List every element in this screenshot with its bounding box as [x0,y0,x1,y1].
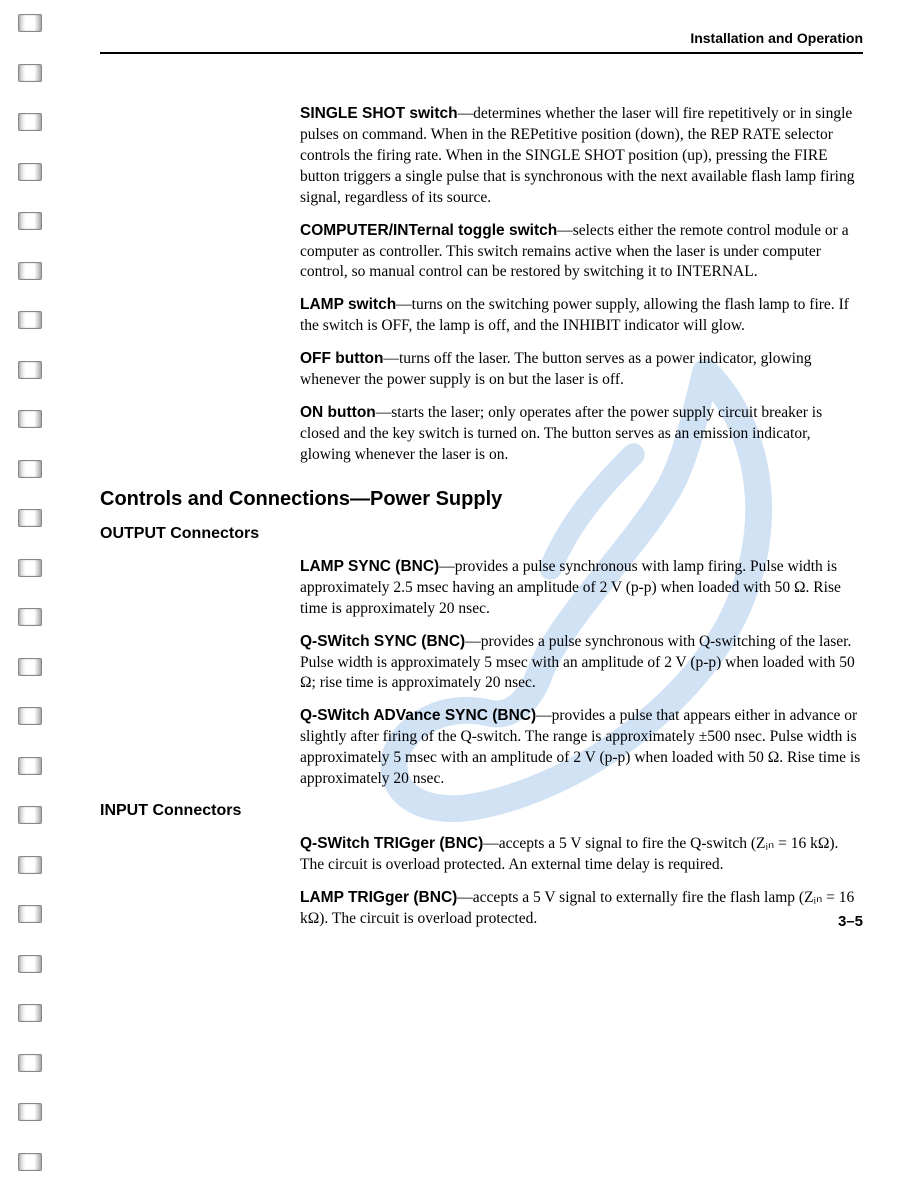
spiral-hole [18,163,42,181]
entry: SINGLE SHOT switch—determines whether th… [300,104,863,209]
spiral-hole [18,658,42,676]
entry-term: LAMP TRIGger (BNC) [300,889,457,906]
section-heading: Controls and Connections—Power Supply [100,488,863,511]
spiral-hole [18,361,42,379]
spiral-hole [18,1153,42,1171]
entry: COMPUTER/INTernal toggle switch—selects … [300,221,863,284]
entry-term: LAMP switch [300,296,396,313]
spiral-hole [18,410,42,428]
subsection-heading-input: INPUT Connectors [100,802,863,820]
spiral-hole [18,806,42,824]
header-title: Installation and Operation [690,30,863,46]
spiral-hole [18,460,42,478]
spiral-hole [18,212,42,230]
entry-term: Q-SWitch ADVance SYNC (BNC) [300,707,536,724]
spiral-hole [18,757,42,775]
page-number: 3–5 [838,913,863,930]
spiral-hole [18,559,42,577]
entry-text: —starts the laser; only operates after t… [300,404,822,463]
spiral-hole [18,1103,42,1121]
spiral-hole [18,856,42,874]
spiral-hole [18,14,42,32]
spiral-hole [18,1054,42,1072]
entry-term: OFF button [300,350,384,367]
entry-term: COMPUTER/INTernal toggle switch [300,222,557,239]
spiral-hole [18,608,42,626]
entry-term: LAMP SYNC (BNC) [300,558,439,575]
entry-term: SINGLE SHOT switch [300,105,458,122]
spiral-hole [18,262,42,280]
entry-term: Q-SWitch TRIGger (BNC) [300,835,483,852]
spiral-hole [18,113,42,131]
entry: LAMP TRIGger (BNC)—accepts a 5 V signal … [300,888,863,930]
page-header: Installation and Operation [100,30,863,54]
spiral-hole [18,905,42,923]
top-entries: SINGLE SHOT switch—determines whether th… [100,104,863,466]
entry: LAMP switch—turns on the switching power… [300,295,863,337]
entry: Q-SWitch ADVance SYNC (BNC)—provides a p… [300,706,863,790]
entry: Q-SWitch SYNC (BNC)—provides a pulse syn… [300,632,863,695]
spiral-hole [18,509,42,527]
entry-term: Q-SWitch SYNC (BNC) [300,633,465,650]
spiral-hole [18,707,42,725]
subsection-heading-output: OUTPUT Connectors [100,525,863,543]
spiral-hole [18,64,42,82]
output-entries: LAMP SYNC (BNC)—provides a pulse synchro… [100,557,863,790]
input-entries: Q-SWitch TRIGger (BNC)—accepts a 5 V sig… [100,834,863,930]
spiral-hole [18,311,42,329]
entry: LAMP SYNC (BNC)—provides a pulse synchro… [300,557,863,620]
entry-term: ON button [300,404,376,421]
spiral-hole [18,1004,42,1022]
entry: Q-SWitch TRIGger (BNC)—accepts a 5 V sig… [300,834,863,876]
spiral-hole [18,955,42,973]
entry: ON button—starts the laser; only operate… [300,403,863,466]
spiral-binding [0,0,45,1188]
entry: OFF button—turns off the laser. The butt… [300,349,863,391]
